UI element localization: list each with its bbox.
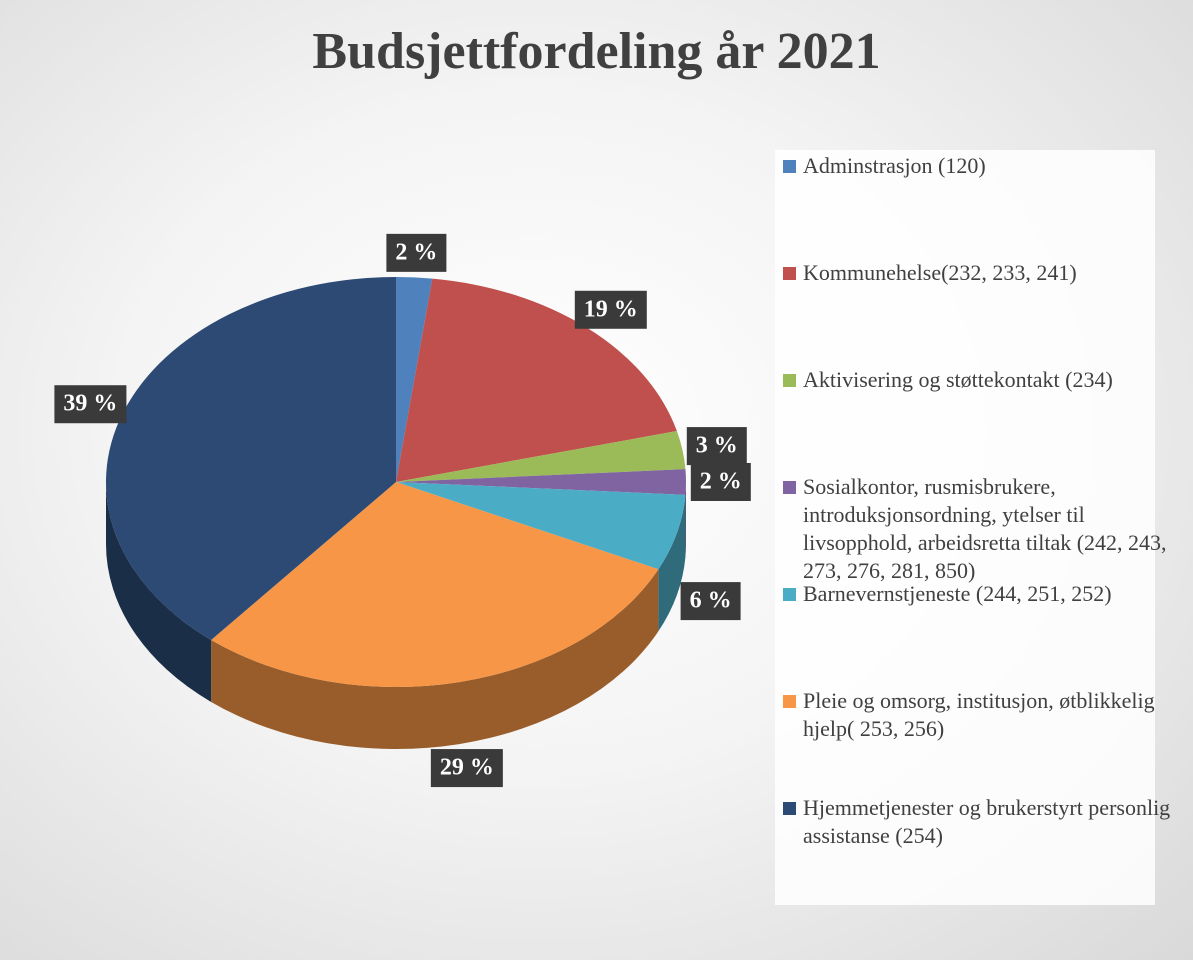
slice	[396, 277, 433, 482]
data-label: 2 %	[690, 463, 751, 501]
data-label-text: 29 %	[440, 755, 494, 781]
legend-entry: Barnevernstjeneste (244, 251, 252)	[783, 580, 1171, 608]
data-label-text: 2 %	[395, 239, 437, 265]
legend-entry: Sosialkontor, rusmisbrukere, introduksjo…	[783, 473, 1171, 585]
data-label: 3 %	[686, 427, 747, 466]
slice-side	[211, 569, 659, 749]
legend-swatch	[783, 267, 796, 280]
legend-swatch	[783, 481, 796, 494]
legend-swatch	[783, 160, 796, 173]
data-label-box	[686, 427, 747, 466]
legend-entry: Pleie og omsorg, institusjon, øtblikkeli…	[783, 687, 1171, 743]
legend-entry: Aktivisering og støttekontakt (234)	[783, 366, 1171, 394]
slice-side	[685, 482, 686, 557]
legend-label: Aktivisering og støttekontakt (234)	[803, 367, 1113, 392]
chart-title: Budsjettfordeling år 2021	[312, 23, 881, 80]
legend-entry: Kommunehelse(232, 233, 241)	[783, 259, 1171, 287]
data-label-box	[54, 385, 127, 424]
data-label-box	[386, 233, 447, 272]
legend-label: Sosialkontor, rusmisbrukere, introduksjo…	[803, 474, 1167, 583]
legend-label: Kommunehelse(232, 233, 241)	[803, 260, 1077, 285]
slice-side	[106, 482, 212, 702]
data-label: 2 %	[386, 233, 447, 272]
slice	[106, 277, 397, 640]
legend-label: Pleie og omsorg, institusjon, øtblikkeli…	[803, 688, 1155, 741]
legend-label: Barnevernstjeneste (244, 251, 252)	[803, 581, 1112, 606]
data-label-text: 3 %	[696, 433, 738, 459]
legend-entry: Adminstrasjon (120)	[783, 152, 1171, 180]
legend-label: Adminstrasjon (120)	[803, 153, 986, 178]
data-label-box	[430, 749, 503, 788]
legend-swatch	[783, 695, 796, 708]
data-label-text: 19 %	[584, 296, 638, 322]
slice	[211, 482, 659, 687]
data-label-text: 6 %	[690, 588, 732, 614]
data-label: 19 %	[574, 290, 647, 329]
legend-entry: Hjemmetjenester og brukerstyrt personlig…	[783, 794, 1171, 850]
data-label-box	[574, 290, 647, 329]
legend-label: Hjemmetjenester og brukerstyrt personlig…	[803, 795, 1171, 848]
data-label: 6 %	[680, 582, 741, 621]
legend-swatch	[783, 374, 796, 387]
slice	[396, 431, 686, 482]
slice-side	[658, 494, 686, 632]
data-label-box	[680, 582, 741, 621]
data-label-text: 39 %	[63, 391, 117, 417]
data-label: 29 %	[430, 749, 503, 788]
slice	[396, 278, 677, 482]
legend-swatch	[783, 588, 796, 601]
legend: Adminstrasjon (120) Kommunehelse(232, 233…	[775, 150, 1170, 905]
data-label: 39 %	[54, 385, 127, 424]
data-label-box	[690, 463, 751, 501]
slice	[396, 482, 686, 570]
data-label-text: 2 %	[700, 469, 742, 495]
slice	[396, 469, 686, 495]
legend-swatch	[783, 802, 796, 815]
